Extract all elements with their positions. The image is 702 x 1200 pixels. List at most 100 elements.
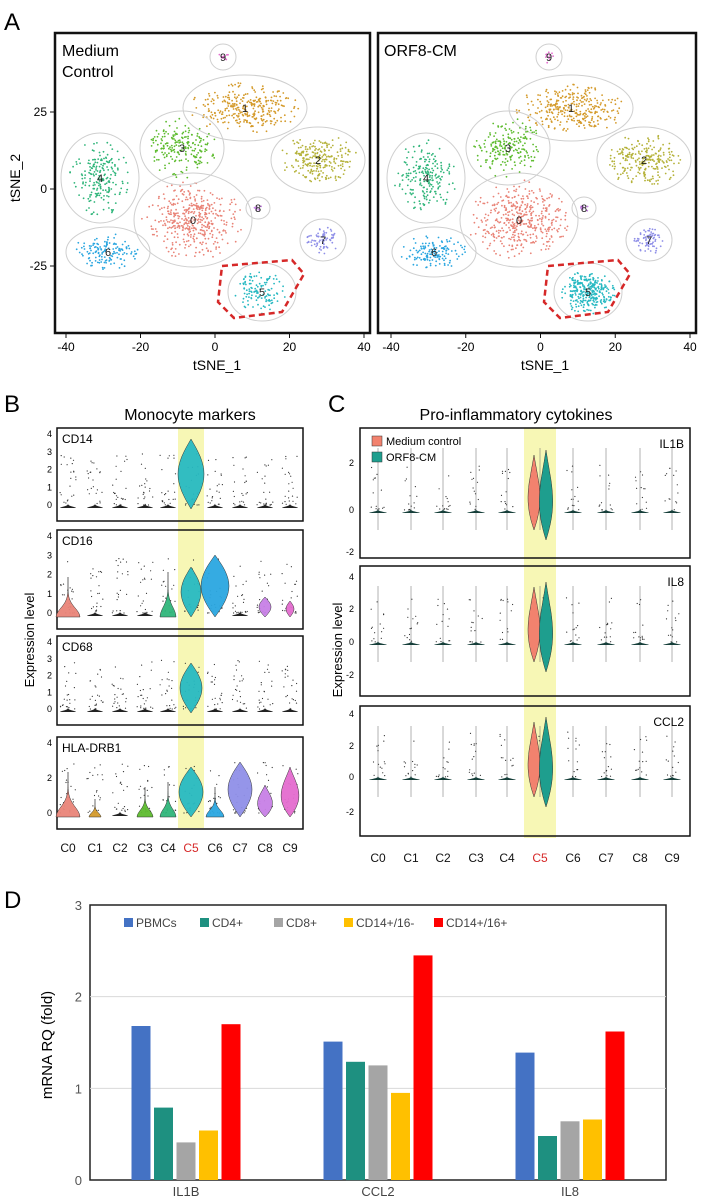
tsne-y-tick-label: 0 bbox=[40, 182, 47, 196]
right-cluster-label-8: 8 bbox=[581, 203, 587, 215]
violin-b-marker-label: CD14 bbox=[62, 432, 93, 446]
violin-c-CCL2-C8 bbox=[631, 726, 649, 797]
violin-b-cluster-label: C0 bbox=[60, 841, 76, 855]
violin-c-cluster-label: C4 bbox=[499, 851, 515, 865]
bar-legend-label: PBMCs bbox=[136, 916, 177, 930]
violin-b-y-tick-label: 3 bbox=[47, 447, 52, 457]
violin-b-y-tick-label: 1 bbox=[47, 589, 52, 599]
violin-c-ylabel: Expression level bbox=[330, 603, 345, 698]
bar-IL8-PBMCs bbox=[515, 1052, 535, 1180]
left-x-tick-label: -40 bbox=[57, 340, 75, 354]
violin-c-CCL2-C7 bbox=[597, 726, 615, 797]
violin-b-cluster-label: C9 bbox=[282, 841, 298, 855]
right-x-tick-label: 0 bbox=[537, 340, 544, 354]
cluster-outline bbox=[133, 172, 253, 268]
bar-CCL2-CD8+ bbox=[368, 1065, 388, 1180]
violin-c-y-tick-label: -2 bbox=[346, 670, 354, 680]
bar-IL1B-CD8+ bbox=[176, 1142, 196, 1180]
left-cluster-7-points bbox=[306, 226, 337, 255]
violin-b-facet-HLA-DRB1 bbox=[56, 736, 304, 830]
right-cluster-label-3: 3 bbox=[505, 143, 511, 155]
violin-b-cluster-label: C1 bbox=[87, 841, 103, 855]
cluster-outline bbox=[299, 218, 347, 262]
violin-c-cluster-label: C0 bbox=[370, 851, 386, 865]
violin-b-HLA-DRB1-C0 bbox=[55, 763, 81, 818]
bar-IL1B-CD4+ bbox=[154, 1107, 173, 1180]
violin-b-CD16-C5 bbox=[180, 559, 202, 618]
bar-chart-x-tick-label: IL1B bbox=[173, 1184, 200, 1199]
left-cluster-label-3: 3 bbox=[179, 143, 185, 155]
right-cluster-label-1: 1 bbox=[568, 103, 574, 115]
violin-c-facet-CCL2 bbox=[359, 705, 691, 837]
left-cluster-5-highlight bbox=[216, 258, 306, 320]
cluster-outline bbox=[386, 132, 466, 224]
left-cluster-label-2: 2 bbox=[315, 155, 321, 167]
violin-c-IL8-C6 bbox=[564, 586, 582, 662]
cluster-outline bbox=[270, 126, 366, 194]
violin-c-IL1B-C2 bbox=[434, 448, 452, 530]
violin-c-IL8-C8 bbox=[631, 586, 649, 662]
violin-c-facet-IL1B bbox=[359, 427, 691, 559]
violin-b-facet-CD68 bbox=[56, 635, 304, 726]
panel-letter-b: B bbox=[4, 391, 20, 418]
violin-c-IL8-C5 bbox=[527, 581, 553, 673]
left-x-tick-label: 40 bbox=[357, 340, 371, 354]
cluster-outline bbox=[459, 172, 579, 268]
cluster-outline bbox=[60, 132, 140, 224]
violin-c-CCL2-C3 bbox=[467, 726, 485, 797]
violin-b-y-tick-label: 4 bbox=[47, 738, 52, 748]
violin-b-CD68-C1 bbox=[87, 668, 104, 712]
violin-c-IL8-C3 bbox=[467, 586, 485, 662]
violin-c-legend-swatch-medium bbox=[371, 435, 383, 447]
violin-b-CD16-C4 bbox=[159, 558, 177, 618]
violin-b-HLA-DRB1-C8 bbox=[257, 762, 273, 818]
cluster-outline bbox=[391, 226, 477, 278]
right-cluster-3-points bbox=[473, 118, 539, 178]
violin-b-facet-CD14 bbox=[56, 427, 304, 522]
violin-b-HLA-DRB1-C3 bbox=[136, 765, 154, 818]
bar-CCL2-CD4+ bbox=[346, 1061, 365, 1181]
tsne-left-title-line1: Medium bbox=[62, 43, 119, 60]
right-cluster-label-0: 0 bbox=[516, 215, 522, 227]
right-cluster-5-points bbox=[561, 272, 616, 315]
violin-b-CD14-C9 bbox=[281, 455, 298, 508]
left-cluster-label-0: 0 bbox=[190, 215, 196, 227]
bar-chart-panel: 0 1 2 3 IL1B CCL2 IL8 PBMCs CD4+ CD8+ CD14+/16- C… bbox=[39, 898, 667, 1199]
violin-b-HLA-DRB1-C6 bbox=[205, 770, 225, 818]
bar-CCL2-PBMCs bbox=[323, 1041, 343, 1180]
violin-c-cluster-label: C9 bbox=[664, 851, 680, 865]
right-x-tick-label: 40 bbox=[683, 340, 697, 354]
violin-b-CD14-C4 bbox=[159, 454, 177, 508]
bar-legend-swatch bbox=[344, 918, 353, 927]
left-cluster-3-points bbox=[150, 117, 216, 179]
bar-chart-ylabel: mRNA RQ (fold) bbox=[39, 991, 56, 1099]
left-x-tick-label: -20 bbox=[132, 340, 150, 354]
violin-c-CCL2-C1 bbox=[402, 726, 420, 797]
violin-b-marker-label: CD68 bbox=[62, 640, 93, 654]
violin-c-y-tick-label: 4 bbox=[349, 572, 354, 582]
violin-c-cluster-label: C8 bbox=[632, 851, 648, 865]
left-cluster-label-9: 9 bbox=[220, 52, 226, 64]
cluster-outline bbox=[596, 126, 692, 194]
bar-chart-y-tick-label: 3 bbox=[75, 898, 82, 913]
left-cluster-0-points bbox=[141, 181, 242, 258]
tsne-right-xlabel: tSNE_1 bbox=[521, 357, 569, 373]
violin-b-HLA-DRB1-C1 bbox=[86, 764, 104, 818]
violin-b-CD68-C3 bbox=[136, 661, 154, 712]
bar-IL8-CD8+ bbox=[560, 1121, 580, 1180]
left-cluster-9-points bbox=[218, 53, 229, 61]
right-x-tick-label: 20 bbox=[609, 340, 623, 354]
bar-IL8-CD14+/16+ bbox=[605, 1031, 625, 1180]
violin-c-CCL2-C0 bbox=[369, 726, 387, 797]
violin-c-gene-label: IL1B bbox=[659, 437, 684, 451]
violin-b-cluster-label: C6 bbox=[207, 841, 223, 855]
violin-b-CD16-C3 bbox=[136, 561, 154, 616]
bar-IL1B-CD14+/16- bbox=[199, 1130, 218, 1180]
violin-c-legend-label: ORF8-CM bbox=[386, 452, 436, 464]
violin-b-ylabel: Expression level bbox=[22, 593, 37, 688]
violin-b-CD14-C5 bbox=[177, 438, 205, 510]
violin-c-cluster-label: C6 bbox=[565, 851, 581, 865]
bar-IL1B-PBMCs bbox=[131, 1026, 151, 1180]
bar-legend-label: CD8+ bbox=[286, 916, 317, 930]
